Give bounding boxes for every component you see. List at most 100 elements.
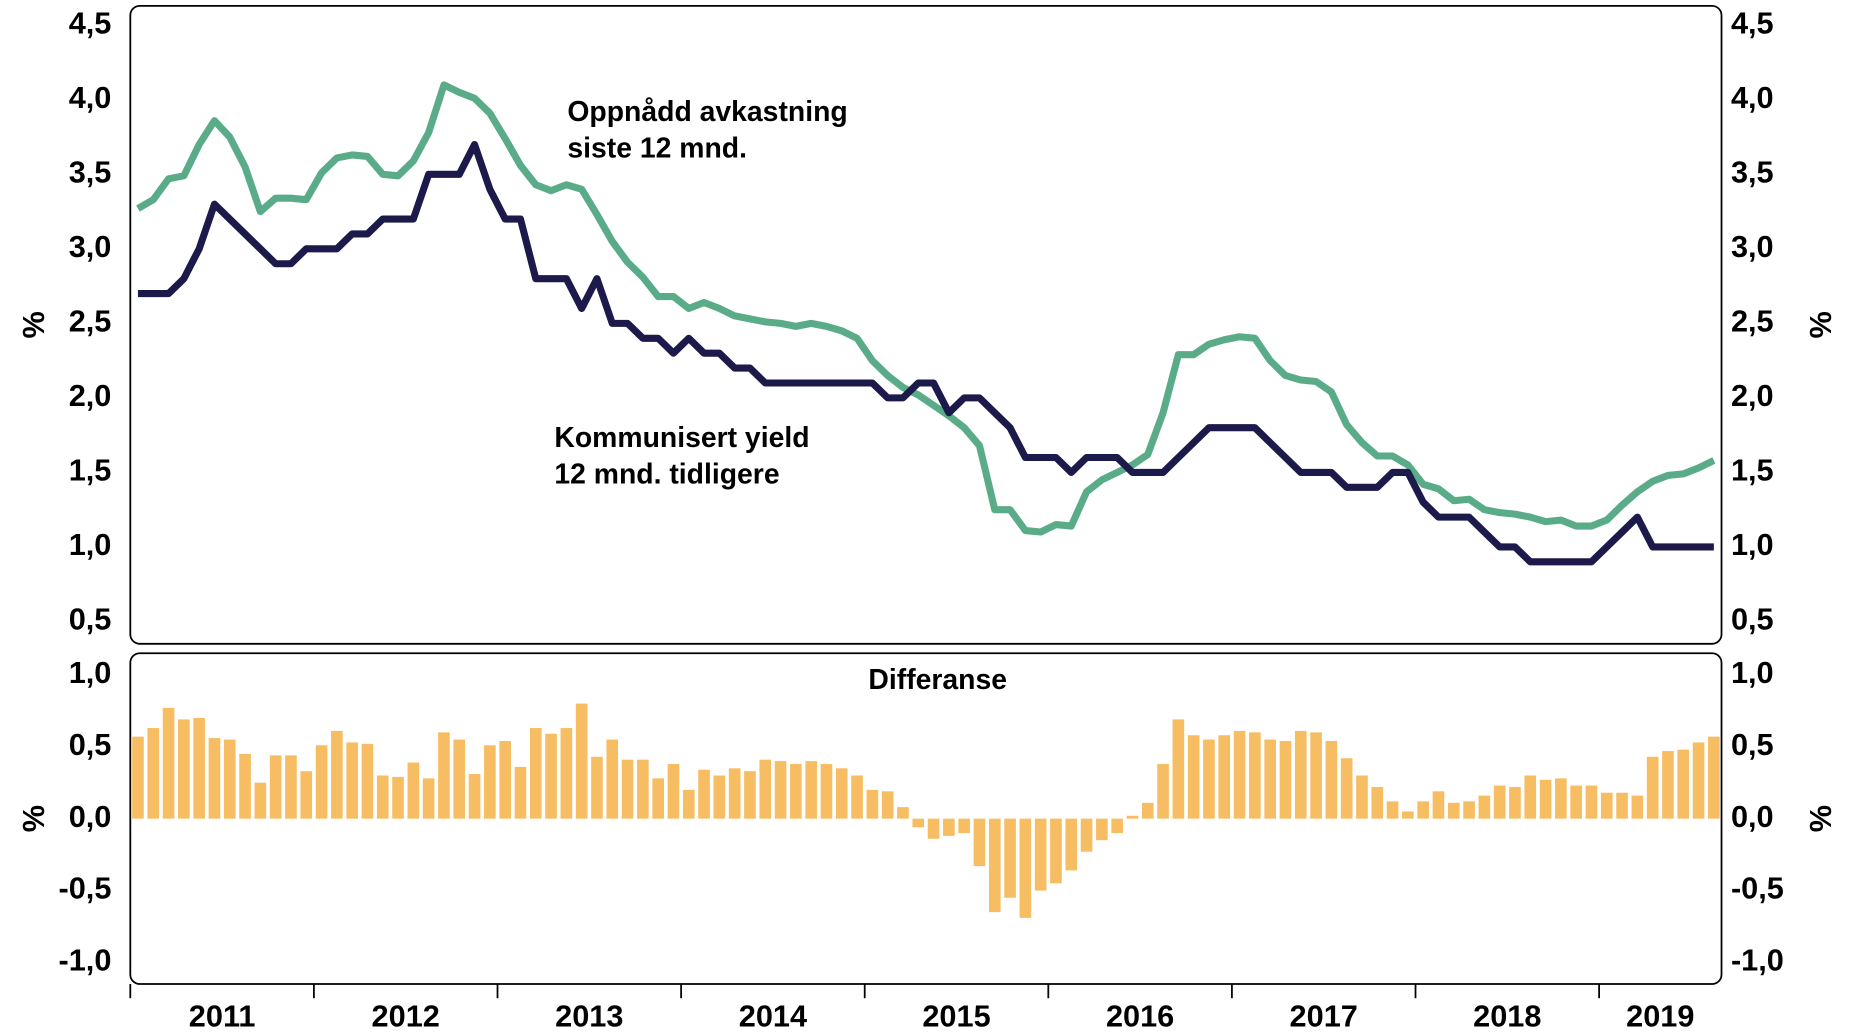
bar	[254, 782, 267, 819]
bar	[147, 728, 160, 819]
y-tick-label: -1,0	[58, 943, 111, 978]
bar	[912, 818, 925, 828]
y2-tick-label: 0,5	[1731, 727, 1774, 762]
bar	[468, 774, 481, 819]
x-tick-label: 2014	[739, 998, 807, 1033]
bar	[376, 775, 389, 819]
bar	[392, 776, 404, 819]
y2-tick-label: 1,0	[1731, 527, 1774, 562]
bar	[1493, 785, 1506, 819]
bar	[1432, 791, 1445, 819]
y2-axis-label: %	[1803, 805, 1838, 832]
y-axis-label: %	[16, 805, 51, 832]
annotation: siste 12 mnd.	[567, 133, 747, 165]
bar	[315, 745, 328, 819]
bar	[1050, 818, 1062, 884]
bar	[1631, 795, 1644, 819]
x-tick-label: 2012	[372, 998, 440, 1033]
bar	[805, 761, 817, 819]
bar	[1386, 801, 1399, 819]
y-tick-label: 2,5	[69, 303, 112, 338]
annotation: 12 mnd. tidligere	[554, 459, 779, 491]
bar	[943, 818, 955, 836]
bar	[223, 739, 236, 819]
y-tick-label: 1,5	[69, 453, 112, 488]
bar	[591, 756, 603, 819]
x-tick-label: 2013	[555, 998, 623, 1033]
bar	[1187, 735, 1200, 819]
bar	[774, 761, 787, 819]
top-panel	[129, 5, 1723, 645]
y-tick-label: 0,5	[69, 727, 112, 762]
y2-tick-label: 2,5	[1731, 303, 1774, 338]
bar	[713, 775, 726, 819]
bar	[1539, 779, 1552, 819]
bottom-panel	[129, 652, 1723, 985]
y-axis-label: %	[16, 311, 51, 338]
bar	[514, 766, 527, 819]
y-tick-label: 3,0	[69, 229, 112, 264]
bar	[652, 778, 664, 819]
bar	[958, 818, 970, 834]
bar	[1662, 751, 1674, 819]
bar	[1692, 742, 1705, 819]
bar	[1172, 719, 1185, 819]
annotation: Oppnådd avkastning	[567, 96, 847, 128]
bar	[1447, 802, 1460, 819]
bar	[560, 728, 573, 819]
bar	[1646, 756, 1659, 819]
bar	[1463, 801, 1475, 819]
y-tick-label: 1,0	[69, 527, 112, 562]
bar	[744, 771, 756, 819]
x-tick-label: 2018	[1473, 998, 1541, 1033]
y2-tick-label: -1,0	[1731, 943, 1784, 978]
y2-tick-label: 3,5	[1731, 154, 1774, 189]
bar	[1111, 818, 1123, 834]
bar	[759, 759, 772, 819]
y2-tick-label: 4,5	[1731, 5, 1774, 40]
y-tick-label: -0,5	[58, 871, 111, 906]
x-tick-label: 2016	[1106, 998, 1174, 1033]
bar	[1294, 730, 1307, 819]
y-tick-label: 2,0	[69, 378, 112, 413]
y2-axis-label: %	[1803, 311, 1838, 338]
bar	[1218, 735, 1231, 819]
y-tick-label: 4,0	[69, 80, 112, 115]
bar	[575, 703, 588, 819]
bar	[1310, 732, 1322, 819]
bar	[269, 755, 282, 819]
bar	[1708, 736, 1720, 819]
bar	[1096, 818, 1108, 841]
bar	[988, 818, 1001, 913]
bar	[1065, 818, 1078, 871]
y2-tick-label: 1,0	[1731, 655, 1774, 690]
x-tick-label: 2017	[1290, 998, 1358, 1033]
bar	[193, 717, 205, 819]
bar	[1203, 739, 1215, 819]
bar	[851, 775, 863, 819]
bar	[285, 755, 297, 819]
bar	[835, 768, 848, 819]
y2-tick-label: 0,0	[1731, 799, 1774, 834]
bar	[1524, 775, 1537, 819]
bar	[1585, 785, 1598, 819]
y-tick-label: 4,5	[69, 5, 112, 40]
bar	[621, 759, 634, 819]
bar	[1249, 732, 1261, 819]
bar	[132, 736, 144, 819]
bar	[422, 778, 435, 819]
bar	[361, 743, 374, 819]
bar	[866, 789, 879, 819]
bar	[407, 762, 420, 819]
bar	[331, 730, 343, 819]
y-tick-label: 0,5	[69, 602, 112, 637]
bar	[927, 818, 940, 839]
bar	[1509, 787, 1521, 819]
y2-tick-label: 0,5	[1731, 602, 1774, 637]
bar	[1356, 775, 1368, 819]
bar	[1478, 795, 1491, 819]
bar	[606, 739, 619, 819]
bar	[1677, 749, 1690, 819]
y2-tick-label: 1,5	[1731, 453, 1774, 488]
